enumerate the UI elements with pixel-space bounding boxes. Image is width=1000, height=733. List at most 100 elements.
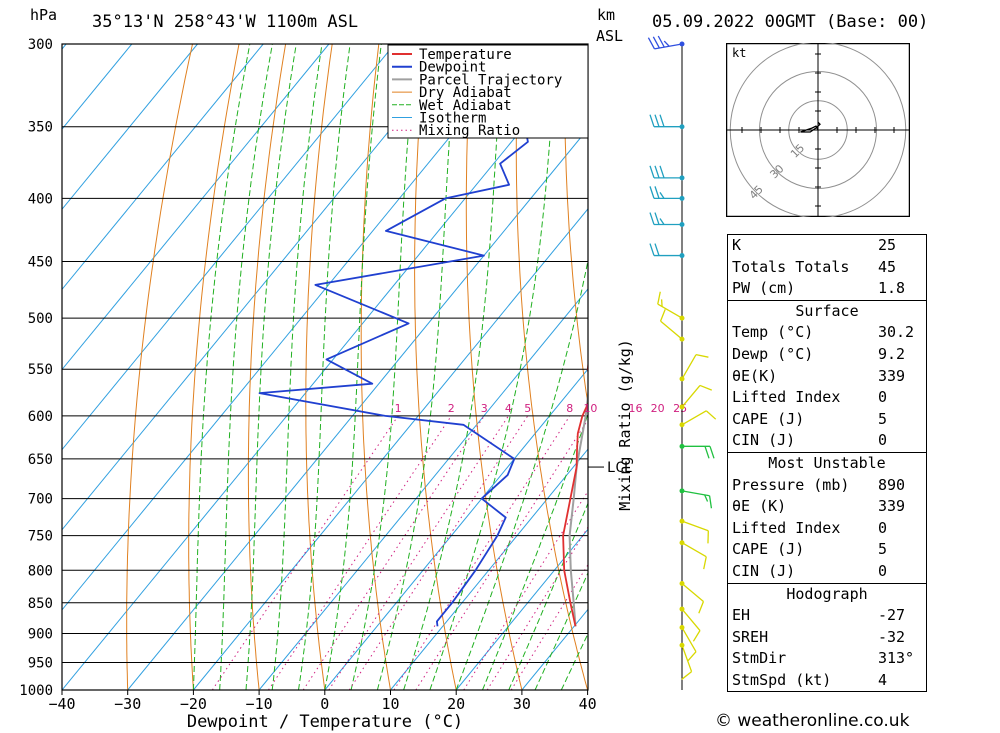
index-row: PW (cm) 1.8 — [728, 278, 927, 300]
index-row: K 25 — [728, 235, 927, 257]
pressure-label: 400 — [28, 191, 53, 207]
wind-barb-feather — [698, 601, 705, 614]
index-row-value: 0 — [877, 388, 887, 407]
wind-barb-feather — [652, 36, 660, 49]
wet-adiabat-line — [245, 44, 297, 690]
copyright-text: © weatheronline.co.uk — [715, 711, 910, 731]
wind-barb-staff — [681, 627, 697, 653]
hpa-unit: hPa — [30, 6, 58, 24]
wind-barb — [679, 354, 709, 382]
isotherm-line — [127, 127, 588, 690]
wet-adiabat-line — [298, 44, 351, 690]
mixing-ratio-line — [393, 415, 571, 690]
mixing-ratio-value-label: 16 — [629, 402, 643, 415]
wind-barb-feather — [659, 218, 665, 225]
x-tick-label: 40 — [579, 695, 597, 713]
index-row-value: 5 — [877, 540, 887, 559]
wind-barb-feather — [649, 165, 655, 179]
index-row: Pressure (mb) 890 — [728, 475, 927, 497]
wind-barb-feather — [659, 191, 665, 199]
isotherm-line — [455, 528, 588, 690]
index-row-label: StmSpd (kt) — [732, 670, 832, 689]
wind-barb — [679, 624, 697, 662]
index-row-value: -27 — [877, 606, 906, 625]
wet-adiabat-line — [219, 44, 273, 690]
wind-barb-feather — [649, 186, 655, 199]
index-row-value: 890 — [877, 475, 906, 494]
mixing-ratio-value-label: 3 — [481, 402, 488, 415]
x-tick-label: 0 — [320, 695, 329, 713]
pressure-label: 500 — [28, 311, 53, 327]
pressure-label: 900 — [28, 626, 53, 642]
index-row-value: 339 — [877, 497, 906, 516]
wind-barb-feather — [687, 651, 697, 662]
wet-adiabat-line — [192, 44, 251, 690]
mixing-ratio-value-label: 10 — [583, 402, 597, 415]
index-row-value: 45 — [877, 257, 897, 276]
wind-barb — [679, 488, 713, 509]
wind-barb-staff — [681, 354, 697, 380]
legend-label-mixing-ratio: Mixing Ratio — [419, 123, 520, 139]
wind-barb — [679, 606, 701, 642]
index-row: CIN (J) 0 — [728, 430, 927, 452]
index-row-value: 0 — [877, 518, 887, 537]
x-tick-label: −20 — [180, 695, 207, 713]
pressure-label: 850 — [28, 596, 53, 612]
legend-label-dry-adiabat: Dry Adiabat — [419, 85, 512, 101]
profiles — [258, 44, 588, 627]
wind-barb — [649, 186, 685, 201]
wet-adiabat-line — [429, 44, 557, 690]
section-title: Hodograph — [727, 582, 927, 606]
indices-table: K 25 Totals Totals 45 PW (cm) 1.8 Surface Temp … — [727, 234, 927, 693]
isotherm-line — [390, 448, 588, 690]
wind-barb-feather — [708, 495, 713, 509]
mixing-ratio-value-label: 5 — [524, 402, 531, 415]
asl-unit: ASL — [596, 27, 624, 45]
index-row: Lifted Index 0 — [728, 518, 927, 540]
wind-barb — [679, 384, 713, 410]
dry-adiabat-line — [360, 44, 391, 690]
index-row-label: CAPE (J) — [732, 409, 805, 428]
wind-barb — [657, 291, 685, 321]
isotherm-line — [62, 44, 396, 451]
wind-barb — [649, 165, 685, 181]
axes: −40 −30 −20 −10 0 10 20 30 40 Dewpoint / Temperat… — [48, 339, 687, 732]
index-row: SREH -32 — [728, 627, 927, 649]
index-row-value: 1.8 — [877, 279, 906, 298]
mixing-ratio-value-label: 1 — [395, 402, 402, 415]
index-row-label: CIN (J) — [732, 431, 796, 450]
wind-barb-feather — [681, 671, 692, 680]
x-tick-label: −30 — [114, 695, 141, 713]
mixing-ratio-value-label: 20 — [651, 402, 665, 415]
index-row: θE (K) 339 — [728, 496, 927, 518]
dry-adiabat-line — [465, 44, 523, 690]
wind-barb — [679, 540, 707, 570]
x-tick-label: −40 — [48, 695, 75, 713]
index-row: CAPE (J) 5 — [728, 539, 927, 561]
legend-label-wet-adiabat: Wet Adiabat — [419, 98, 512, 114]
wind-barb — [679, 581, 705, 614]
dry-adiabat-line — [126, 44, 193, 690]
legend-label-dewpoint: Dewpoint — [419, 60, 486, 76]
dry-adiabat-line — [984, 44, 1000, 690]
wind-barb — [679, 642, 693, 680]
wet-adiabat-line — [271, 44, 323, 690]
index-row: EH -27 — [728, 605, 927, 627]
index-row-label: Lifted Index — [732, 518, 841, 537]
index-row-label: Totals Totals — [732, 257, 850, 276]
mixing-ratio-value-label: 2 — [448, 402, 455, 415]
wind-barb-feather — [663, 40, 670, 47]
dry-adiabat-line — [564, 44, 588, 408]
pressure-label: 350 — [28, 120, 53, 136]
lcl-label: LCL — [607, 460, 632, 476]
wind-barb-feather — [695, 354, 709, 358]
section-title: Surface — [727, 299, 927, 323]
wind-barb-feather — [657, 35, 665, 48]
wind-barb-feather — [654, 114, 660, 127]
section-title: Most Unstable — [727, 451, 927, 475]
dry-adiabat-line — [938, 44, 1000, 690]
index-row-value: 9.2 — [877, 344, 906, 363]
pressure-label: 700 — [28, 492, 53, 508]
index-row: CAPE (J) 5 — [728, 409, 927, 431]
